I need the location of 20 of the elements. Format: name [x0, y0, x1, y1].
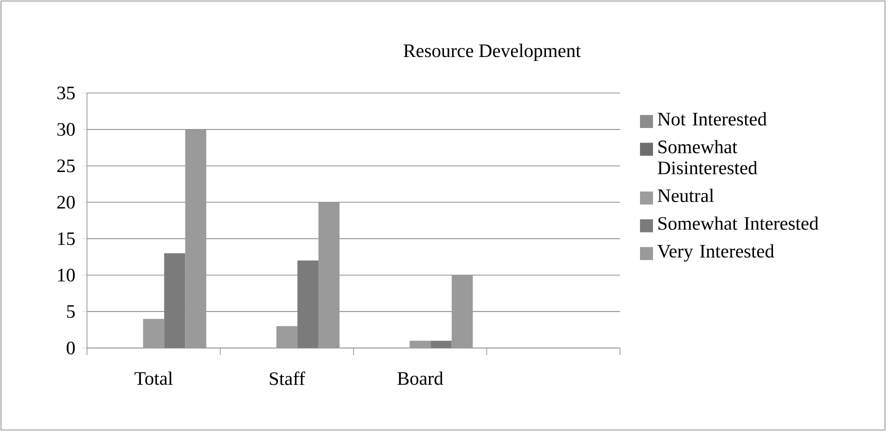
legend-label: Neutral — [658, 188, 714, 202]
y-tick-label: 35 — [57, 86, 75, 100]
legend-label: Somewhat Interested — [658, 216, 818, 230]
y-tick-label: 15 — [58, 232, 75, 246]
legend-label: Not Interested — [658, 112, 767, 126]
bar — [430, 340, 452, 348]
x-tick-label: Staff — [270, 372, 306, 386]
y-tick-label: 5 — [67, 305, 75, 318]
y-tick-label: 10 — [58, 268, 75, 282]
chart-title: Resource Development — [404, 44, 581, 62]
legend-label: Very Interested — [657, 244, 774, 262]
x-tick-label: Total — [134, 372, 173, 385]
y-tick-label: 25 — [57, 159, 75, 172]
y-tick-label: 30 — [57, 123, 75, 136]
bar — [297, 260, 318, 348]
y-tick-label: 0 — [66, 342, 75, 354]
legend-label: Somewhat Disinterested — [658, 140, 758, 174]
y-tick-label: 20 — [57, 196, 75, 209]
x-tick-label: Board — [397, 372, 444, 385]
bar — [164, 253, 186, 348]
